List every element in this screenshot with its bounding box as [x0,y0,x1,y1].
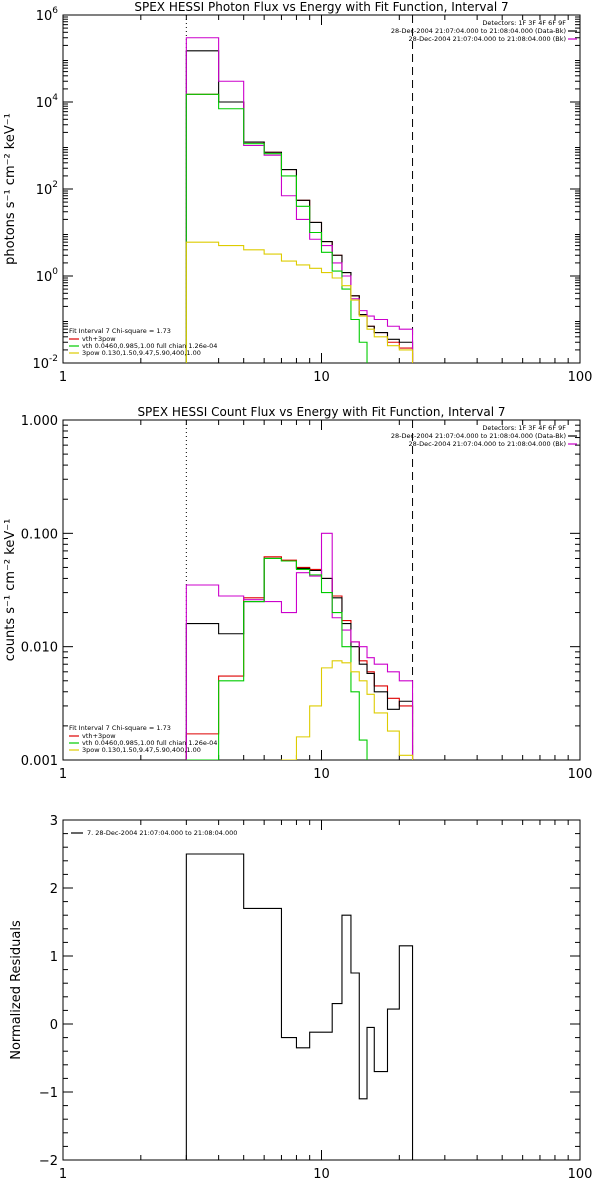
y-tick-label: 100 [36,267,59,285]
y-axis-label: counts s⁻¹ cm⁻² keV⁻¹ [3,519,18,662]
y-tick-label: 106 [36,6,59,24]
y-tick-label: 0.010 [21,641,58,656]
series-line-4 [185,660,414,760]
series-line-1 [185,50,414,363]
y-tick-label: 1.000 [21,414,58,429]
legend-text: 28-Dec-2004 21:07:04.000 to 21:08:04.000… [409,440,567,448]
series-line-0 [185,853,414,1160]
legend-text: vth+3pow [82,335,116,343]
plot-frame [62,14,581,364]
y-tick-exponent: 4 [52,93,58,103]
y-tick-label: 3 [50,814,58,829]
y-tick-base: 10 [36,270,53,285]
x-tick-label: 100 [568,370,593,385]
y-tick-label: −1 [39,1086,58,1101]
y-axis-label: photons s⁻¹ cm⁻² keV⁻¹ [3,113,18,265]
legend-text: 3pow 0.130,1.50,9.47,5.90,400,1.00 [82,349,201,357]
y-tick-label: 1 [50,950,58,965]
legend-text: 7. 28-Dec-2004 21:07:04.000 to 21:08:04.… [87,829,237,837]
photon-flux-panel: SPEX HESSI Photon Flux vs Energy with Fi… [3,0,593,385]
y-tick-exponent: 2 [52,180,58,190]
y-tick-label: 0.100 [21,527,58,542]
x-tick-label: 1 [59,370,67,385]
y-tick-label: 104 [36,93,59,111]
y-tick-label: 0 [50,1018,58,1033]
x-tick-label: 10 [313,370,330,385]
y-tick-base: 10 [36,96,53,111]
x-tick-label: 100 [568,767,593,782]
legend-text: Detectors: 1F 3F 4F 6F 9F [482,424,566,432]
y-tick-label: 2 [50,882,58,897]
count-flux-panel: SPEX HESSI Count Flux vs Energy with Fit… [3,405,593,782]
series-line-0 [185,93,414,363]
series-line-1 [185,557,414,760]
legend-text: 28-Dec-2004 21:07:04.000 to 21:08:04.000… [409,35,567,43]
plot-frame [62,819,581,1161]
legend-text: Detectors: 1F 3F 4F 6F 9F [482,19,566,27]
legend-text: vth+3pow [82,732,116,740]
x-tick-label: 10 [313,767,330,782]
x-tick-label: 1 [59,767,67,782]
y-tick-exponent: -2 [49,354,58,364]
series-line-3 [185,93,414,363]
fit-legend-header: Fit Interval 7 Chi-square = 1.73 [69,327,171,335]
residuals-panel: Normalized Residuals 1 10 100 −2 −1 0 1 2 3 7. 28-… [9,814,592,1182]
y-tick-base: 10 [36,183,53,198]
x-tick-label: 10 [313,1167,330,1182]
series-line-2 [185,532,414,760]
series-line-3 [186,557,414,760]
y-tick-base: 10 [32,357,49,372]
y-axis-label: Normalized Residuals [9,920,24,1060]
y-tick-label: 10-2 [32,354,58,372]
legend-text: vth 0.0460,0.985,1.00 full chian 1.26e-0… [82,342,217,350]
series-line-4 [185,241,414,363]
y-tick-exponent: 6 [52,6,58,16]
y-tick-exponent: 0 [52,267,58,277]
y-tick-label: 102 [36,180,58,198]
y-tick-base: 10 [36,9,53,24]
legend-text: 3pow 0.130,1.50,9.47,5.90,400,1.00 [82,746,201,754]
chart-title: SPEX HESSI Count Flux vs Energy with Fit… [137,405,505,419]
y-tick-label: −2 [39,1154,58,1169]
legend-text: 28-Dec-2004 21:07:04.000 to 21:08:04.000… [391,27,566,35]
x-tick-label: 1 [59,1167,67,1182]
legend-text: vth 0.0460,0.985,1.00 full chian 1.26e-0… [82,739,217,747]
legend-text: 28-Dec-2004 21:07:04.000 to 21:08:04.000… [391,432,566,440]
fit-legend-header: Fit Interval 7 Chi-square = 1.73 [69,724,171,732]
series-line-0 [185,556,414,760]
y-tick-label: 0.001 [21,754,58,769]
x-tick-label: 100 [568,1167,593,1182]
chart-title: SPEX HESSI Photon Flux vs Energy with Fi… [134,0,508,14]
